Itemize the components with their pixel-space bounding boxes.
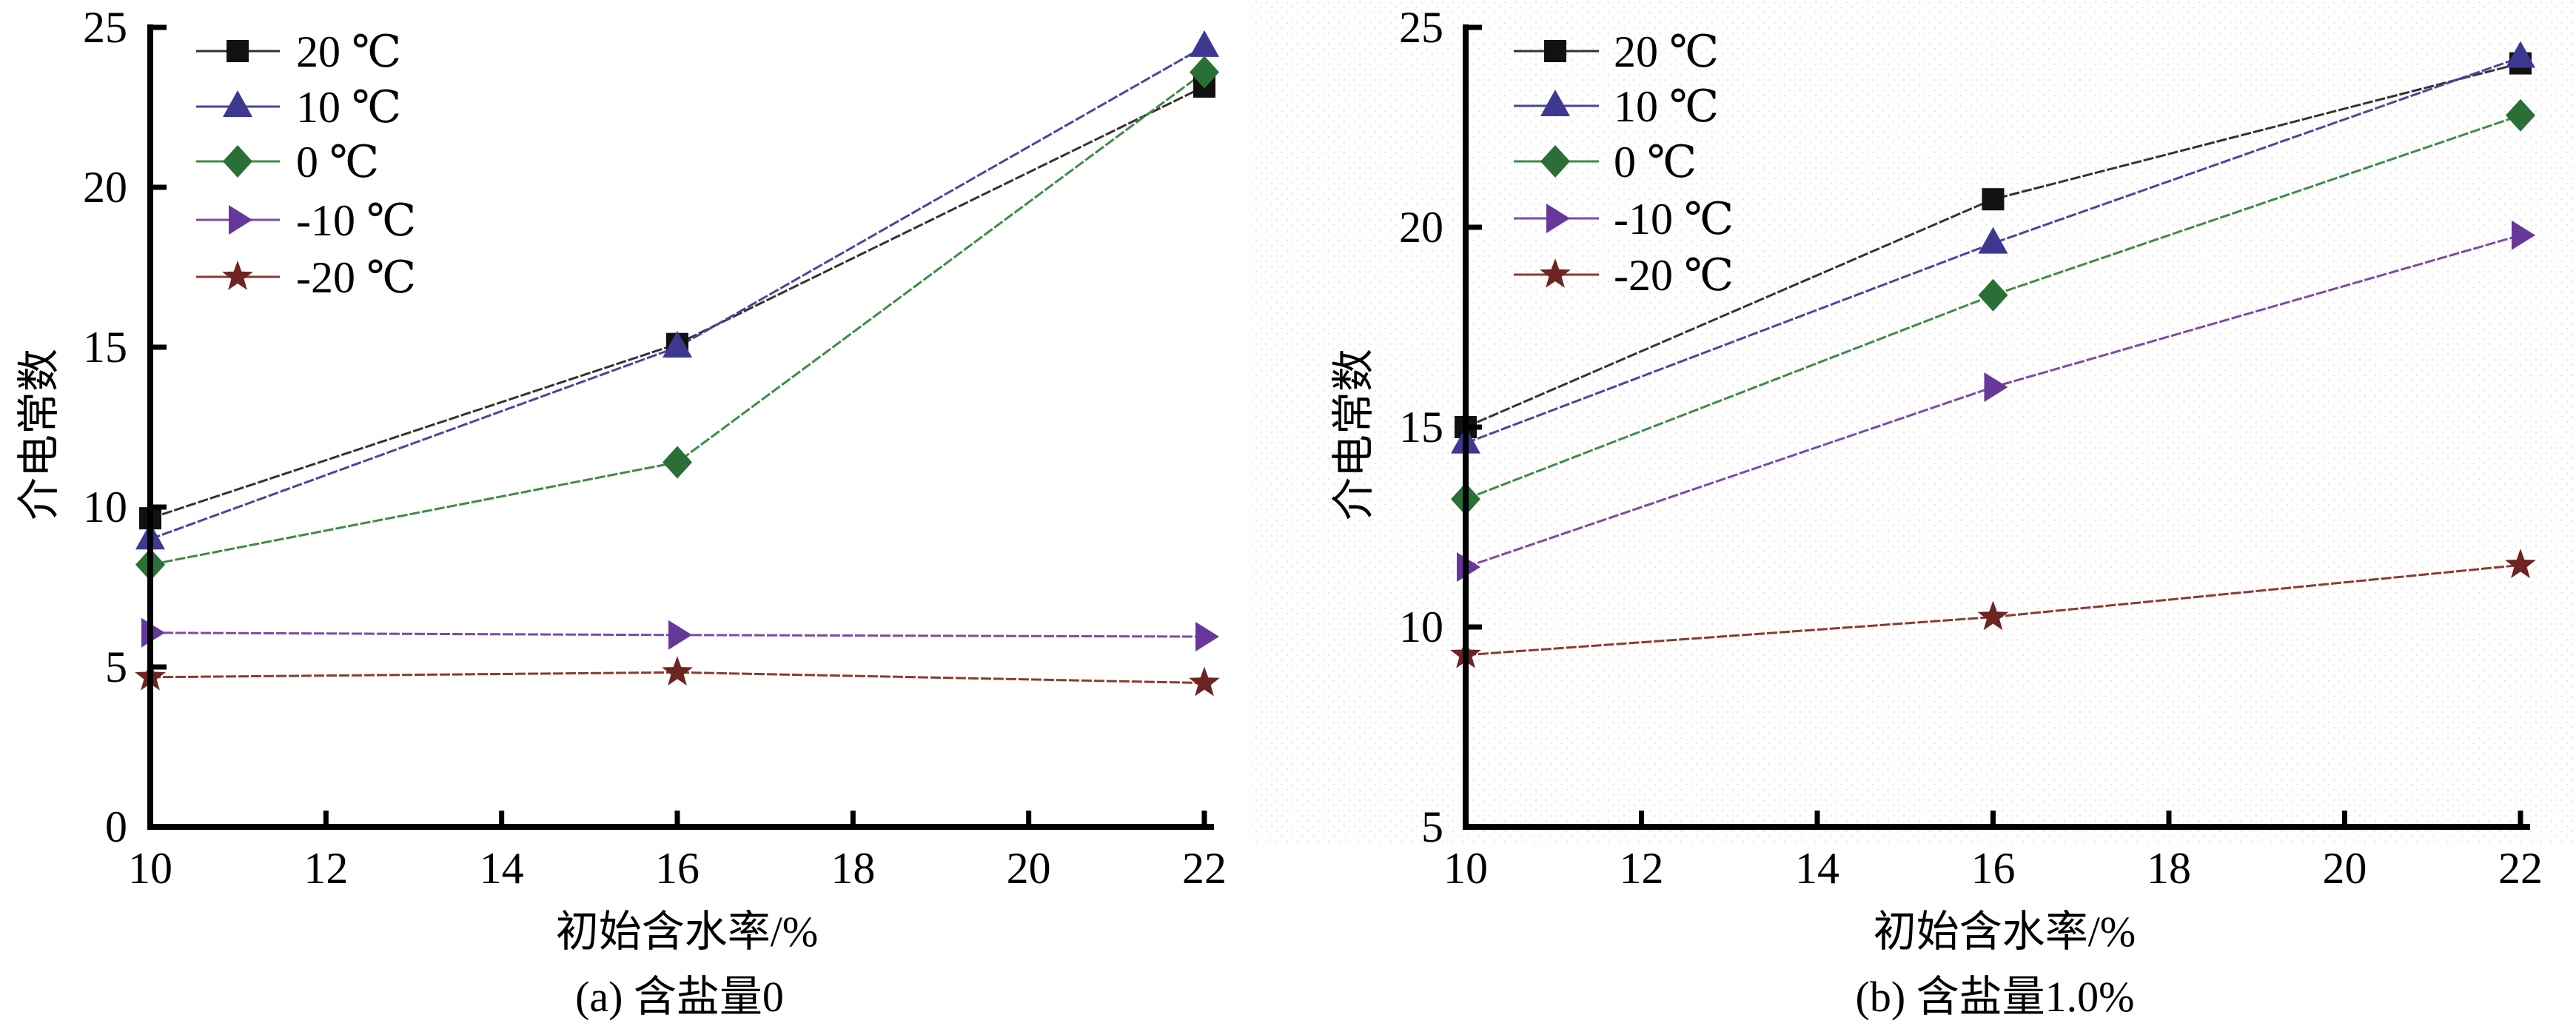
legend-marker-diamond-icon (223, 145, 252, 178)
series-line-3 (150, 631, 1205, 638)
x-tick-label: 18 (2147, 844, 2191, 893)
data-point-diamond (2506, 98, 2535, 132)
data-point-star (2505, 549, 2536, 579)
legend-label: 20 ℃ (1614, 27, 1719, 76)
panel-b-background (1251, 0, 2576, 844)
x-tick-label: 18 (831, 844, 875, 893)
legend-item: -10 ℃ (1514, 195, 1734, 244)
legend-item: 10 ℃ (196, 83, 401, 132)
axes-a: 0 5 10 15 20 25 10 12 14 16 18 20 22 (83, 3, 1227, 893)
legend-label: -20 ℃ (296, 253, 416, 302)
legend-marker-diamond-icon (1540, 145, 1570, 178)
y-tick-label: 15 (83, 323, 127, 372)
x-tick-label: 22 (2498, 844, 2543, 893)
data-point-diamond (1190, 56, 1219, 89)
chart-panel-a: 0 5 10 15 20 25 10 12 14 16 18 20 22 20 ℃ 10 ℃ 0 ℃ -10 … (15, 3, 1227, 1021)
legend-label: -10 ℃ (296, 196, 416, 245)
legend-marker-triangle-right-icon (1546, 204, 1570, 233)
x-tick-label: 22 (1182, 844, 1227, 893)
legend-b: 20 ℃ 10 ℃ 0 ℃ -10 ℃ -20 ℃ (1514, 27, 1734, 300)
legend-label: -20 ℃ (1614, 251, 1734, 300)
legend-item: 10 ℃ (1514, 82, 1719, 131)
legend-label: 20 ℃ (296, 27, 401, 76)
x-tick-label: 14 (480, 844, 524, 893)
legend-marker-triangle-right-icon (229, 205, 252, 235)
data-point-diamond (1978, 278, 2008, 312)
legend-item: 20 ℃ (1514, 27, 1719, 76)
data-point-star (1977, 600, 2009, 631)
legend-label: 0 ℃ (296, 138, 379, 187)
y-tick-label: 20 (1399, 203, 1443, 252)
y-tick-label: 25 (1399, 3, 1443, 52)
legend-marker-star-icon (1540, 258, 1571, 288)
legend-marker-triangle-up-icon (223, 90, 252, 117)
data-point-triangle-up (1190, 30, 1219, 57)
legend-label: -10 ℃ (1614, 195, 1734, 244)
data-point-triangle-right (1195, 621, 1219, 651)
y-tick-label: 10 (1399, 603, 1443, 651)
y-axis-title-b: 介电常数 (1329, 349, 1378, 520)
legend-a: 20 ℃ 10 ℃ 0 ℃ -10 ℃ -20 ℃ (196, 27, 416, 302)
legend-item: 0 ℃ (1514, 138, 1697, 187)
y-tick-label: 25 (83, 3, 127, 52)
x-tick-label: 16 (655, 844, 700, 893)
caption-b: (b) 含盐量1.0% (1856, 973, 2135, 1021)
legend-item: -20 ℃ (1514, 251, 1734, 300)
data-point-star (662, 656, 693, 686)
x-tick-label: 14 (1795, 844, 1839, 893)
data-point-triangle-up (2506, 41, 2535, 68)
legend-label: 10 ℃ (296, 83, 401, 132)
data-point-triangle-right (2512, 220, 2535, 250)
legend-label: 10 ℃ (1614, 82, 1719, 131)
x-tick-label: 16 (1971, 844, 2016, 893)
data-point-star (1189, 666, 1220, 697)
x-tick-label: 20 (1007, 844, 1051, 893)
legend-item: 0 ℃ (196, 138, 379, 187)
x-tick-label: 10 (1443, 844, 1488, 893)
data-point-triangle-right (1984, 372, 2008, 402)
plot-area-b (1450, 41, 2536, 668)
y-tick-label: 5 (1421, 802, 1443, 851)
x-tick-label: 10 (128, 844, 172, 893)
data-point-triangle-up (1978, 227, 2008, 254)
x-axis-title-a: 初始含水率/% (556, 908, 818, 956)
y-tick-label: 15 (1399, 403, 1443, 452)
data-point-triangle-right (668, 620, 692, 650)
y-tick-label: 5 (105, 643, 127, 691)
series-line-2 (1465, 114, 2521, 500)
x-tick-label: 12 (303, 844, 348, 893)
legend-item: -10 ℃ (196, 196, 416, 245)
legend-item: -20 ℃ (196, 253, 416, 302)
x-tick-label: 12 (1620, 844, 1664, 893)
legend-marker-square-icon (227, 40, 249, 62)
data-point-diamond (663, 446, 692, 479)
data-point-triangle-up (663, 331, 692, 358)
y-axis-title-a: 介电常数 (15, 349, 63, 520)
y-tick-label: 0 (105, 802, 127, 851)
legend-marker-star-icon (222, 261, 253, 290)
series-line-4 (150, 671, 1205, 685)
legend-marker-triangle-up-icon (1540, 90, 1570, 116)
legend-label: 0 ℃ (1614, 138, 1697, 187)
data-point-square (1982, 188, 2005, 211)
y-tick-label: 10 (83, 483, 127, 532)
caption-a: (a) 含盐量0 (575, 973, 784, 1021)
x-tick-label: 20 (2323, 844, 2367, 893)
legend-item: 20 ℃ (196, 27, 401, 76)
y-tick-label: 20 (83, 163, 127, 212)
x-axis-title-b: 初始含水率/% (1874, 908, 2136, 956)
legend-marker-square-icon (1544, 40, 1566, 62)
